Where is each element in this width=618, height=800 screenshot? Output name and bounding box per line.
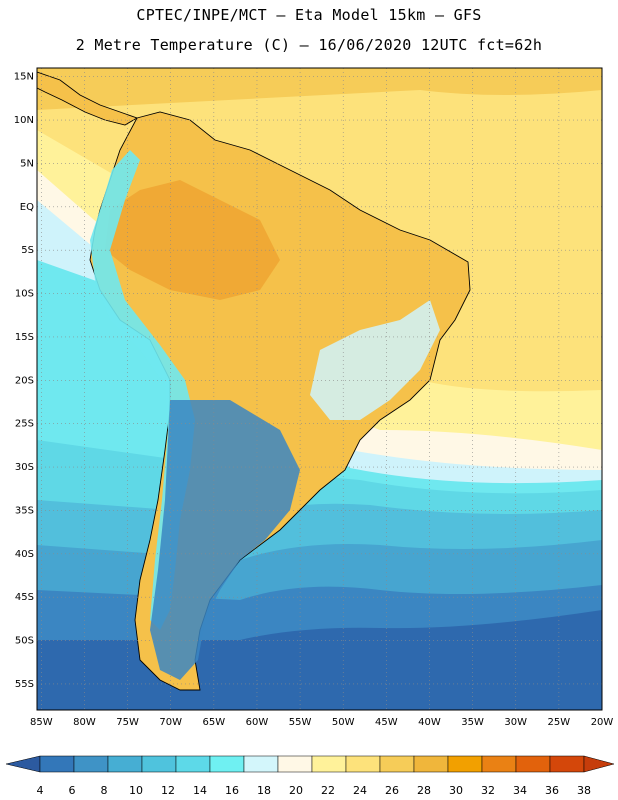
legend-swatch [311,755,347,773]
legend-label: 12 [161,784,175,797]
legend-label: 26 [385,784,399,797]
lon-label: 35W [461,717,484,728]
legend-label: 6 [69,784,76,797]
lon-label: 20W [591,717,614,728]
legend-swatch [73,755,109,773]
legend-label: 20 [289,784,303,797]
lat-label: 35S [15,505,34,516]
legend-swatch [243,755,279,773]
lat-label: 30S [15,462,34,473]
lat-label: 20S [15,375,34,386]
legend-swatch [277,755,313,773]
legend-swatch [107,755,143,773]
legend-arrow-low [5,755,41,773]
legend-label: 34 [513,784,527,797]
legend-label: 18 [257,784,271,797]
lat-label: 50S [15,636,34,647]
legend-swatch [175,755,211,773]
legend-label: 24 [353,784,367,797]
lon-label: 40W [418,717,441,728]
legend-swatch [141,755,177,773]
lon-label: 30W [504,717,527,728]
lat-label: 15N [14,72,34,83]
legend-label: 38 [577,784,591,797]
color-legend: 4 6 8 10 12 14 16 18 20 22 24 26 28 30 32 34 36 38 [5,755,615,797]
lat-label: 40S [15,549,34,560]
lon-label: 80W [73,717,96,728]
legend-label: 22 [321,784,335,797]
hot-region [105,180,280,300]
legend-swatch [447,755,483,773]
legend-label: 30 [449,784,463,797]
legend-swatch [39,755,75,773]
legend-swatch [515,755,551,773]
lon-label: 25W [548,717,571,728]
lat-label: 5N [20,158,34,169]
title-line-2: 2 Metre Temperature (C) – 16/06/2020 12U… [75,36,543,54]
legend-label: 10 [129,784,143,797]
lon-label: 70W [159,717,182,728]
legend-label: 14 [193,784,207,797]
legend-label: 32 [481,784,495,797]
legend-swatch [379,755,415,773]
legend-swatch [345,755,381,773]
ocean-band-26 [37,68,602,110]
legend-label: 4 [37,784,44,797]
patagonia-cold [150,400,300,680]
legend-swatch [481,755,517,773]
map-field [37,68,602,710]
lon-label: 85W [30,717,53,728]
lon-label: 65W [203,717,226,728]
legend-swatch [209,755,245,773]
legend-label: 16 [225,784,239,797]
map-frame [36,67,603,711]
temperature-map: 15N 10N 5N EQ 5S 10S 15S 20S 25S 30S 35S 40S 45S 50S 5… [14,67,613,728]
title-line-1: CPTEC/INPE/MCT – Eta Model 15km – GFS [136,6,482,24]
lon-label: 75W [116,717,139,728]
lat-label: EQ [20,202,34,213]
legend-label: 36 [545,784,559,797]
legend-label: 8 [101,784,108,797]
lat-label: 5S [21,245,34,256]
legend-label: 28 [417,784,431,797]
latitude-labels: 15N 10N 5N EQ 5S 10S 15S 20S 25S 30S 35S 40S 45S 50S 5… [14,72,34,690]
lat-label: 10S [15,289,34,300]
lon-label: 50W [332,717,355,728]
southeast-brazil-cool [310,300,440,420]
lon-label: 45W [375,717,398,728]
legend-arrow-high [583,755,615,773]
lat-label: 55S [15,679,34,690]
lon-label: 55W [289,717,312,728]
central-america-land [37,71,139,126]
lat-label: 15S [15,332,34,343]
legend-swatch [413,755,449,773]
legend-swatch [549,755,585,773]
lat-label: 45S [15,592,34,603]
lat-label: 10N [14,115,34,126]
lat-label: 25S [15,419,34,430]
longitude-labels: 85W 80W 75W 70W 65W 60W 55W 50W 45W 40W 35W 30W 25W 2… [30,717,613,728]
lon-label: 60W [246,717,269,728]
